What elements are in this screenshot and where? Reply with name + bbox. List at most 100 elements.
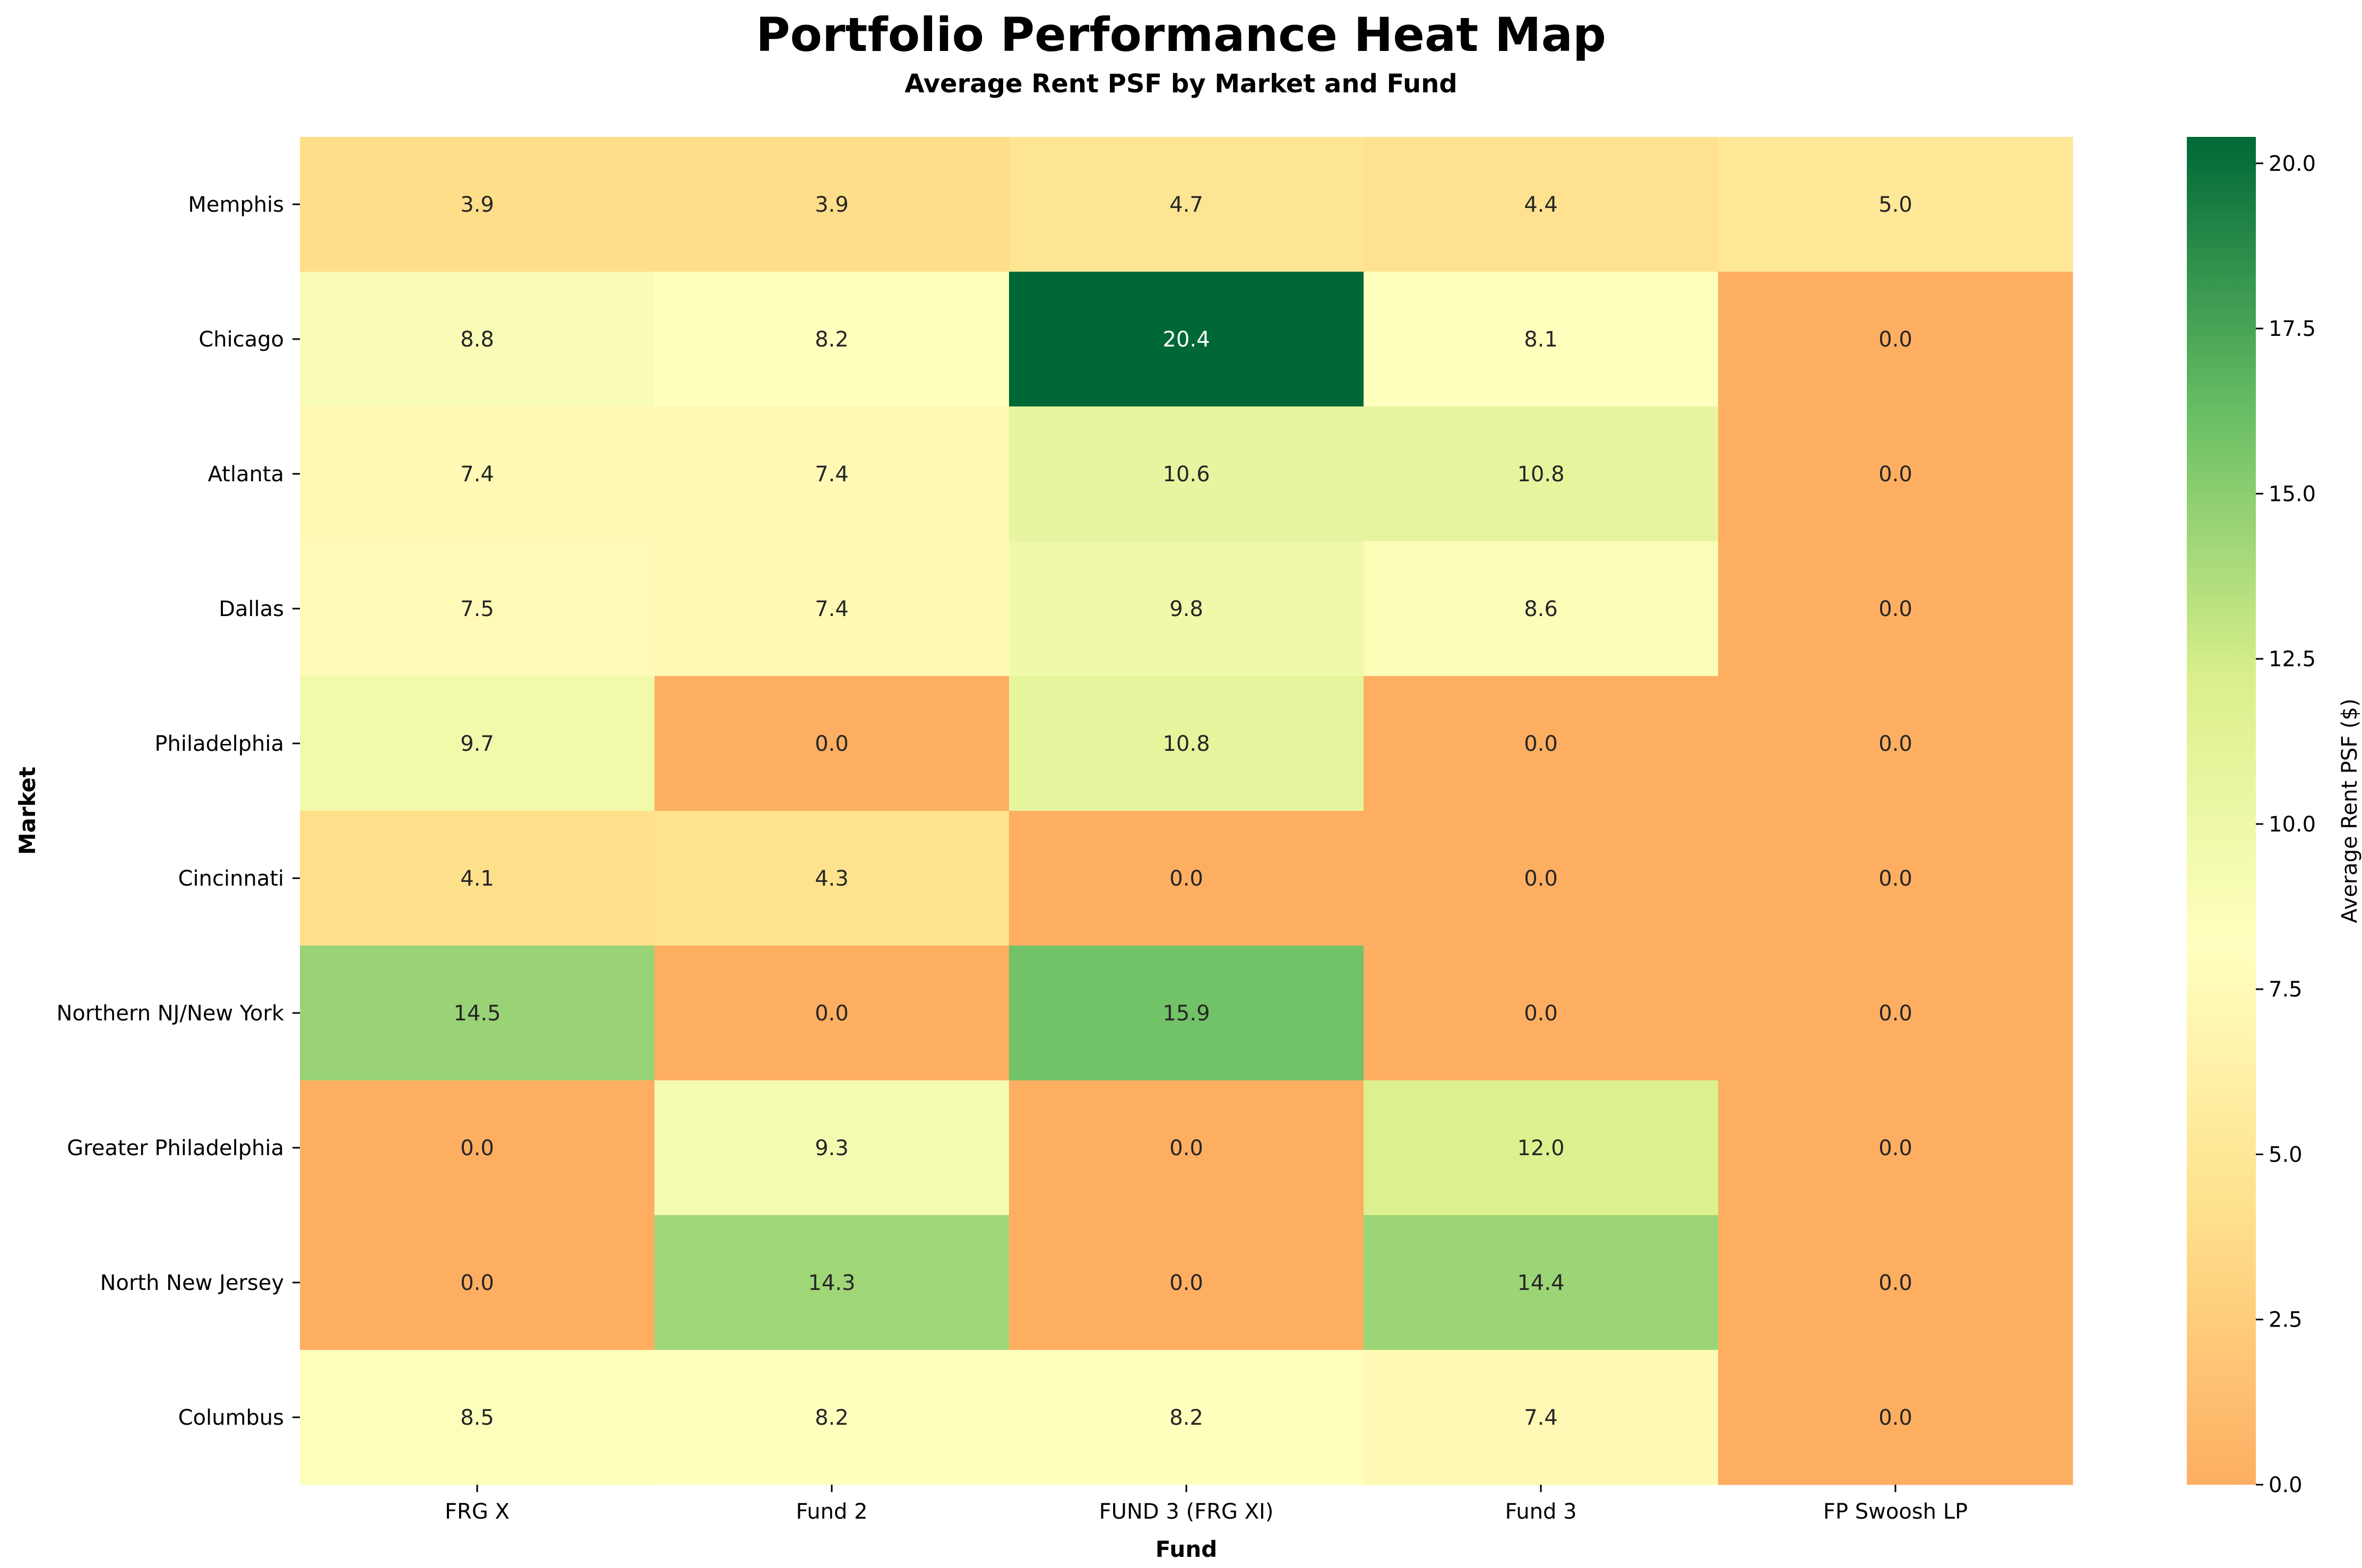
heatmap-cell: [1009, 1215, 1364, 1350]
heatmap-cell: [300, 1080, 655, 1216]
colorbar-tick-label: 5.0: [2269, 1142, 2303, 1167]
colorbar-tick-label: 2.5: [2269, 1308, 2303, 1332]
cell-value-label: 9.8: [1169, 597, 1203, 621]
cell-value-label: 0.0: [1878, 327, 1912, 352]
heatmap-cell: [654, 137, 1010, 272]
x-tick-label: FP Swoosh LP: [1823, 1500, 1968, 1524]
heatmap-cell: [1364, 676, 1719, 811]
cell-value-label: 8.2: [815, 1406, 849, 1430]
heatmap-axes: Memphis Chicago Atlanta Dallas Philadelphia C…: [14, 193, 1968, 1562]
x-tick-label: FRG X: [445, 1500, 510, 1524]
cell-value-label: 10.8: [1517, 462, 1564, 487]
cell-value-label: 0.0: [1878, 462, 1912, 487]
chart-title: Portfolio Performance Heat Map: [756, 7, 1606, 62]
cell-value-label: 0.0: [1878, 1271, 1912, 1295]
cell-value-label: 15.9: [1162, 1001, 1210, 1026]
y-tick-label: Columbus: [178, 1406, 284, 1430]
cell-value-label: 3.9: [460, 193, 494, 217]
heatmap-cell: [1718, 272, 2073, 407]
cell-value-label: 8.8: [460, 327, 494, 352]
heatmap-cell: [1364, 541, 1719, 677]
cell-value-label: 0.0: [460, 1271, 494, 1295]
cell-value-label: 20.4: [1162, 327, 1210, 352]
x-axis-title: Fund: [1156, 1536, 1217, 1562]
y-tick-label: Memphis: [188, 193, 284, 217]
cell-value-label: 7.4: [1524, 1406, 1558, 1430]
heatmap-cell: [1364, 406, 1719, 542]
heatmap-cell: [1364, 272, 1719, 407]
cell-value-label: 9.3: [815, 1136, 849, 1160]
heatmap-cell: [1718, 1350, 2073, 1485]
heatmap-cell: [1009, 1350, 1364, 1485]
cell-value-label: 7.4: [815, 462, 849, 487]
cell-value-label: 14.4: [1517, 1271, 1564, 1295]
cell-value-label: 8.6: [1524, 597, 1558, 621]
y-tick-label: Greater Philadelphia: [67, 1136, 284, 1160]
cell-value-label: 0.0: [815, 1001, 849, 1026]
cell-value-label: 9.7: [460, 732, 494, 756]
cell-value-label: 14.5: [453, 1001, 501, 1026]
colorbar-tick-label: 20.0: [2269, 152, 2316, 176]
heatmap-cells: [300, 137, 2073, 1485]
y-tick-label: Northern NJ/New York: [56, 1001, 284, 1026]
heatmap-cell: [1718, 811, 2073, 946]
cell-value-label: 0.0: [1878, 1001, 1912, 1026]
heatmap-cell: [1009, 541, 1364, 677]
cell-value-label: 0.0: [1169, 867, 1203, 891]
colorbar: 0.0 2.5 5.0 7.5 10.0 12.5 15.0 17.5 20.0 Average …: [2187, 137, 2362, 1497]
colorbar-label: Average Rent PSF ($): [2338, 698, 2362, 923]
heatmap-cell: [300, 541, 655, 677]
cell-value-label: 7.4: [460, 462, 494, 487]
cell-value-label: 0.0: [1169, 1271, 1203, 1295]
cell-value-label: 8.1: [1524, 327, 1558, 352]
heatmap-cell: [1718, 541, 2073, 677]
heatmap-cell: [300, 272, 655, 407]
chart-subtitle: Average Rent PSF by Market and Fund: [904, 69, 1458, 99]
colorbar-tick-label: 10.0: [2269, 812, 2316, 837]
y-tick-label: Cincinnati: [178, 867, 284, 891]
cell-value-label: 8.2: [815, 327, 849, 352]
y-tick-label: Atlanta: [208, 462, 284, 487]
y-tick-label: Chicago: [199, 327, 284, 352]
heatmap-cell: [654, 811, 1010, 946]
colorbar-tick-label: 7.5: [2269, 977, 2303, 1002]
cell-value-label: 7.4: [815, 597, 849, 621]
heatmap-cell: [654, 406, 1010, 542]
heatmap-cell: [1009, 137, 1364, 272]
heatmap-cell: [654, 1215, 1010, 1350]
y-tick-label: North New Jersey: [100, 1271, 284, 1295]
cell-value-label: 0.0: [460, 1136, 494, 1160]
cell-value-label: 0.0: [1878, 597, 1912, 621]
heatmap-cell: [1364, 811, 1719, 946]
cell-value-label: 10.6: [1162, 462, 1210, 487]
cell-value-label: 4.4: [1524, 193, 1558, 217]
cell-value-label: 8.5: [460, 1406, 494, 1430]
heatmap-cell: [300, 811, 655, 946]
heatmap-cell: [300, 1215, 655, 1350]
heatmap-cell: [300, 946, 655, 1081]
x-tick-label: FUND 3 (FRG XI): [1099, 1500, 1274, 1524]
cell-value-label: 10.8: [1162, 732, 1210, 756]
cell-value-label: 4.1: [460, 867, 494, 891]
heatmap-cell: [1718, 137, 2073, 272]
colorbar-tick-label: 0.0: [2269, 1473, 2303, 1497]
x-tick-label: Fund 2: [796, 1500, 867, 1524]
heatmap-cell: [1718, 676, 2073, 811]
cell-value-label: 0.0: [1524, 732, 1558, 756]
cell-value-label: 0.0: [1524, 1001, 1558, 1026]
heatmap-cell: [1718, 1215, 2073, 1350]
y-tick-label: Philadelphia: [154, 732, 284, 756]
heatmap-cell: [300, 1350, 655, 1485]
heatmap-cell: [1364, 946, 1719, 1081]
cell-value-label: 12.0: [1517, 1136, 1564, 1160]
y-tick-label: Dallas: [219, 597, 284, 621]
cell-value-label: 4.3: [815, 867, 849, 891]
y-axis-title: Market: [14, 767, 40, 855]
heatmap-cell: [654, 541, 1010, 677]
heatmap-cell: [654, 676, 1010, 811]
cell-value-label: 0.0: [1524, 867, 1558, 891]
cell-value-label: 4.7: [1169, 193, 1203, 217]
colorbar-tick-label: 15.0: [2269, 482, 2316, 506]
cell-value-label: 7.5: [460, 597, 494, 621]
